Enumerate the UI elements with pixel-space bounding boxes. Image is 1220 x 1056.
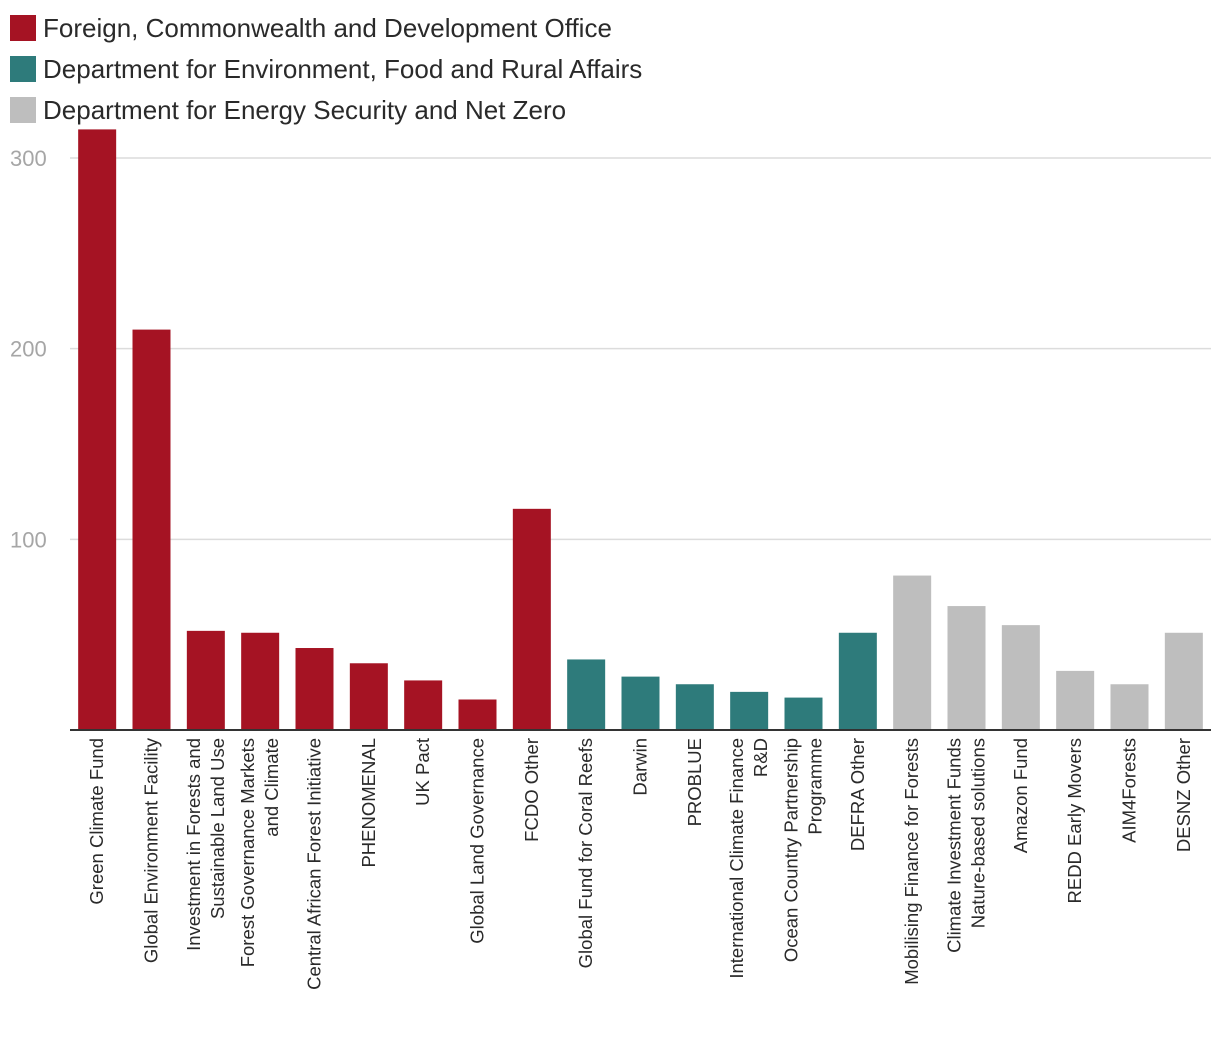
- x-tick-label-line: PHENOMENAL: [358, 738, 379, 868]
- x-tick-label-3: Forest Governance Markets and Climate: [237, 738, 282, 967]
- x-tick-label-line: AIM4Forests: [1119, 738, 1140, 843]
- x-tick-label-line: FCDO Other: [521, 738, 542, 842]
- x-tick-label-19: AIM4Forests: [1119, 738, 1140, 843]
- gridlines: [70, 157, 1211, 541]
- x-tick-label-line: Darwin: [630, 738, 651, 796]
- x-tick-label-1: Global Environment Facility: [141, 737, 162, 963]
- bar-19: [1110, 684, 1149, 730]
- y-axis-ticks: 100 200 300: [10, 146, 47, 552]
- x-tick-label-line: Global Land Governance: [467, 738, 488, 944]
- x-tick-label-line: Climate Investment Funds: [944, 738, 965, 953]
- x-tick-label-line: DEFRA Other: [847, 738, 868, 851]
- x-tick-label-11: PROBLUE: [684, 738, 705, 826]
- x-tick-label-line: Investment in Forests and: [183, 738, 204, 951]
- x-tick-label-line: Nature-based solutions: [968, 738, 989, 928]
- bar-4: [295, 648, 334, 730]
- bar-15: [893, 575, 932, 730]
- x-tick-label-16: Climate Investment Funds Nature-based sol…: [944, 738, 989, 953]
- bar-7: [458, 699, 497, 730]
- legend-label-defra: Department for Environment, Food and Rur…: [43, 54, 643, 84]
- legend-swatch-fcdo: [10, 15, 36, 41]
- x-tick-label-line: REDD Early Movers: [1064, 738, 1085, 904]
- legend-label-fcdo: Foreign, Commonwealth and Development Of…: [43, 13, 612, 43]
- x-tick-label-line: Sustainable Land Use: [207, 738, 228, 919]
- y-tick-label-300: 300: [10, 146, 47, 171]
- x-tick-label-4: Central African Forest Initiative: [304, 738, 325, 990]
- legend-label-desnz: Department for Energy Security and Net Z…: [43, 95, 567, 125]
- bar-5: [349, 663, 388, 730]
- x-tick-label-line: PROBLUE: [684, 738, 705, 826]
- x-tick-label-line: Ocean Country Partnership: [781, 738, 802, 962]
- x-tick-label-18: REDD Early Movers: [1064, 738, 1085, 904]
- x-tick-label-line: Programme: [805, 738, 826, 835]
- legend-swatch-desnz: [10, 97, 36, 123]
- x-tick-label-line: R&D: [750, 738, 771, 777]
- bar-14: [838, 632, 877, 730]
- bar-8: [512, 508, 551, 730]
- bar-11: [675, 684, 714, 730]
- x-axis-labels: Green Climate Fund Global Environment Fac…: [86, 737, 1194, 990]
- x-tick-label-line: Green Climate Fund: [86, 738, 107, 905]
- x-tick-label-14: DEFRA Other: [847, 738, 868, 851]
- bar-12: [730, 691, 769, 730]
- bar-1: [132, 329, 171, 730]
- x-tick-label-line: Global Fund for Coral Reefs: [575, 738, 596, 968]
- x-tick-label-17: Amazon Fund: [1010, 738, 1031, 853]
- legend-swatch-defra: [10, 56, 36, 82]
- bar-17: [1001, 625, 1040, 730]
- bar-3: [241, 632, 280, 730]
- x-tick-label-line: DESNZ Other: [1173, 738, 1194, 852]
- bar-9: [567, 659, 606, 730]
- bar-16: [947, 606, 986, 730]
- x-tick-label-line: Global Environment Facility: [141, 737, 162, 963]
- x-tick-label-line: and Climate: [261, 738, 282, 837]
- legend-item-defra: Department for Environment, Food and Rur…: [10, 49, 642, 90]
- x-tick-label-line: Mobilising Finance for Forests: [901, 738, 922, 985]
- x-tick-label-15: Mobilising Finance for Forests: [901, 738, 922, 985]
- x-tick-label-10: Darwin: [630, 738, 651, 796]
- bar-20: [1164, 632, 1203, 730]
- x-tick-label-13: Ocean Country Partnership Programme: [781, 738, 826, 962]
- bar-13: [784, 697, 823, 730]
- x-tick-label-line: UK Pact: [412, 738, 433, 806]
- x-tick-label-0: Green Climate Fund: [86, 738, 107, 905]
- x-tick-label-7: Global Land Governance: [467, 738, 488, 944]
- legend-item-desnz: Department for Energy Security and Net Z…: [10, 90, 566, 131]
- y-tick-label-200: 200: [10, 337, 47, 362]
- bar-0: [78, 129, 117, 730]
- bar-6: [404, 680, 443, 730]
- x-tick-label-8: FCDO Other: [521, 738, 542, 842]
- bar-2: [186, 630, 225, 730]
- legend-item-fcdo: Foreign, Commonwealth and Development Of…: [10, 8, 612, 49]
- bar-18: [1056, 670, 1095, 730]
- x-tick-label-line: Forest Governance Markets: [237, 738, 258, 967]
- y-tick-label-100: 100: [10, 527, 47, 552]
- x-tick-label-line: International Climate Finance: [726, 738, 747, 979]
- x-tick-label-5: PHENOMENAL: [358, 738, 379, 868]
- x-tick-label-9: Global Fund for Coral Reefs: [575, 738, 596, 968]
- x-tick-label-line: Amazon Fund: [1010, 738, 1031, 853]
- bars: [78, 129, 1203, 730]
- bar-10: [621, 676, 660, 730]
- x-tick-label-line: Central African Forest Initiative: [304, 738, 325, 990]
- x-tick-label-12: International Climate Finance R&D: [726, 738, 771, 979]
- x-tick-label-2: Investment in Forests and Sustainable Lan…: [183, 738, 228, 951]
- chart-legend: Foreign, Commonwealth and Development Of…: [10, 8, 1200, 131]
- x-tick-label-6: UK Pact: [412, 738, 433, 806]
- x-tick-label-20: DESNZ Other: [1173, 738, 1194, 852]
